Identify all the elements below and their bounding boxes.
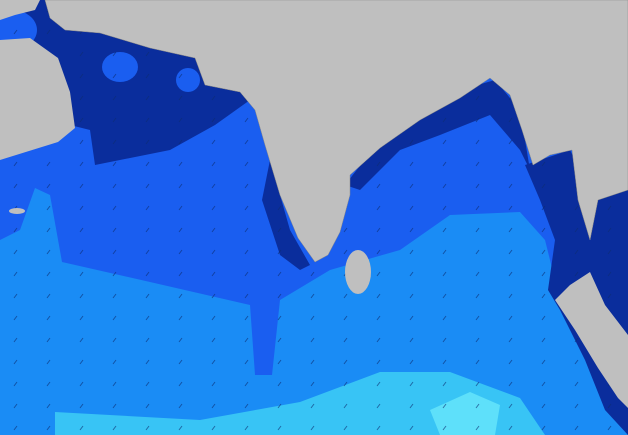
land-mainland bbox=[44, 0, 628, 263]
land-socotra bbox=[9, 208, 25, 214]
land-malay-peninsula bbox=[555, 272, 628, 408]
land-oman-tip bbox=[0, 0, 40, 20]
land-arabia bbox=[0, 38, 75, 160]
land-sri-lanka bbox=[345, 250, 371, 294]
